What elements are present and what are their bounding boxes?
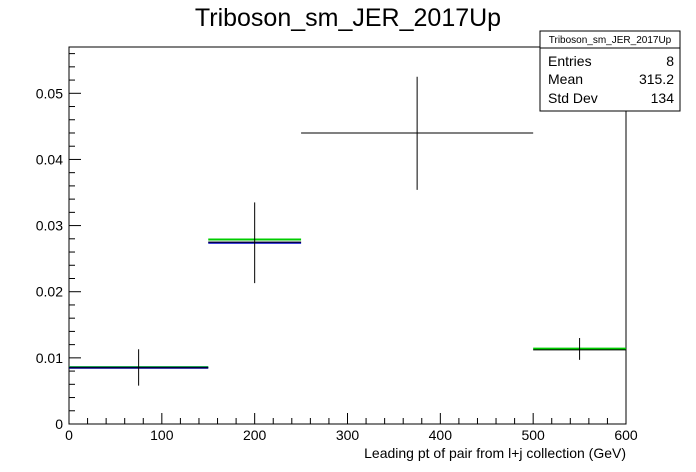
stats-mean-value: 315.2 [639,71,674,87]
stats-box: Triboson_sm_JER_2017Up Entries 8 Mean 31… [539,30,681,112]
y-tick-label: 0.02 [36,284,63,300]
stats-box-title: Triboson_sm_JER_2017Up [549,35,672,46]
chart-title: Triboson_sm_JER_2017Up [194,4,502,32]
x-tick-label: 500 [521,427,545,443]
stats-box-frame [539,30,681,112]
y-tick-label: 0 [55,416,63,432]
stats-entries-label: Entries [548,53,592,69]
x-tick-label: 200 [243,427,267,443]
x-tick-label: 0 [65,427,73,443]
stats-stddev-label: Std Dev [548,90,598,106]
y-tick-label: 0.01 [36,350,63,366]
stats-mean-label: Mean [548,71,583,87]
series-layer [69,76,626,386]
x-tick-label: 400 [429,427,453,443]
stats-stddev-value: 134 [651,90,675,106]
axis-ticks: 0 100 200 300 400 500 600 0 0.01 0.02 0.03 0.04 0.05 [36,53,638,443]
x-axis-label: Leading pt of pair from l+j collection (… [364,445,626,461]
x-tick-label: 600 [614,427,638,443]
x-tick-label: 300 [336,427,360,443]
y-tick-label: 0.03 [36,218,63,234]
y-tick-label: 0.05 [36,85,63,101]
stats-entries-value: 8 [666,53,674,69]
y-tick-label: 0.04 [36,151,63,167]
x-tick-label: 100 [150,427,174,443]
